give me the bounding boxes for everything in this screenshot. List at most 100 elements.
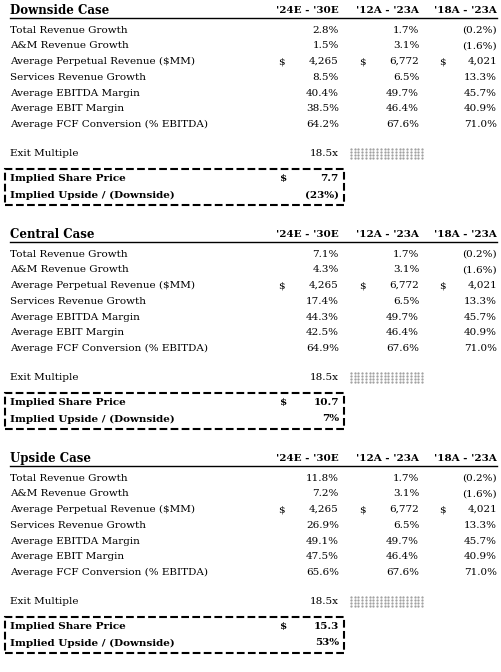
Text: Average EBIT Margin: Average EBIT Margin [10, 329, 124, 337]
Text: 18.5x: 18.5x [309, 149, 338, 158]
Text: $: $ [278, 57, 285, 66]
Text: 64.9%: 64.9% [305, 344, 338, 353]
Text: 13.3%: 13.3% [463, 521, 496, 530]
Text: 4,021: 4,021 [466, 505, 496, 514]
Text: 4,265: 4,265 [309, 281, 338, 290]
Text: 49.7%: 49.7% [385, 312, 418, 322]
Text: Average FCF Conversion (% EBITDA): Average FCF Conversion (% EBITDA) [10, 568, 207, 577]
Text: $: $ [358, 281, 365, 290]
Text: (1.6%): (1.6%) [461, 489, 496, 499]
Text: Exit Multiple: Exit Multiple [10, 373, 78, 382]
Text: 18.5x: 18.5x [309, 373, 338, 382]
Text: 6,772: 6,772 [389, 57, 418, 66]
Text: 40.9%: 40.9% [463, 329, 496, 337]
Text: Average EBITDA Margin: Average EBITDA Margin [10, 537, 140, 546]
Text: 1.5%: 1.5% [312, 42, 338, 50]
Text: Services Revenue Growth: Services Revenue Growth [10, 521, 146, 530]
Text: 7%: 7% [321, 415, 338, 423]
Text: 4,021: 4,021 [466, 57, 496, 66]
Text: 4,265: 4,265 [309, 57, 338, 66]
Text: 45.7%: 45.7% [463, 537, 496, 546]
Text: Implied Upside / (Downside): Implied Upside / (Downside) [10, 190, 174, 200]
Text: 53%: 53% [314, 638, 338, 647]
Text: 45.7%: 45.7% [463, 312, 496, 322]
Text: $: $ [278, 398, 285, 407]
Text: 6.5%: 6.5% [392, 73, 418, 82]
Text: (0.2%): (0.2%) [461, 26, 496, 34]
Text: 6.5%: 6.5% [392, 521, 418, 530]
Text: 26.9%: 26.9% [305, 521, 338, 530]
Text: '18A - '23A: '18A - '23A [433, 454, 496, 463]
Text: 13.3%: 13.3% [463, 297, 496, 306]
Text: Average EBIT Margin: Average EBIT Margin [10, 104, 124, 114]
Text: 17.4%: 17.4% [305, 297, 338, 306]
Text: 67.6%: 67.6% [385, 120, 418, 129]
Text: 3.1%: 3.1% [392, 42, 418, 50]
Text: '24E - '30E: '24E - '30E [276, 230, 338, 239]
Text: Average FCF Conversion (% EBITDA): Average FCF Conversion (% EBITDA) [10, 344, 207, 353]
Text: $: $ [438, 505, 445, 514]
Text: 46.4%: 46.4% [385, 552, 418, 561]
Text: Total Revenue Growth: Total Revenue Growth [10, 474, 127, 482]
Text: Downside Case: Downside Case [10, 4, 109, 17]
Text: 49.1%: 49.1% [305, 537, 338, 546]
Text: 46.4%: 46.4% [385, 329, 418, 337]
Text: $: $ [278, 174, 285, 183]
Text: 47.5%: 47.5% [305, 552, 338, 561]
Text: Implied Share Price: Implied Share Price [10, 174, 126, 183]
Text: 67.6%: 67.6% [385, 344, 418, 353]
Text: 42.5%: 42.5% [305, 329, 338, 337]
Text: 18.5x: 18.5x [309, 597, 338, 606]
Bar [5, 617, 343, 653]
Text: 8.5%: 8.5% [312, 73, 338, 82]
Text: '12A - '23A: '12A - '23A [356, 6, 418, 15]
Text: (1.6%): (1.6%) [461, 265, 496, 274]
Text: 71.0%: 71.0% [463, 344, 496, 353]
Text: Upside Case: Upside Case [10, 452, 91, 465]
Text: 71.0%: 71.0% [463, 568, 496, 577]
Text: Central Case: Central Case [10, 228, 94, 241]
Text: Average EBITDA Margin: Average EBITDA Margin [10, 312, 140, 322]
Text: 40.9%: 40.9% [463, 104, 496, 114]
Text: $: $ [438, 57, 445, 66]
Text: Exit Multiple: Exit Multiple [10, 597, 78, 606]
Bar [5, 169, 343, 204]
Text: (0.2%): (0.2%) [461, 474, 496, 482]
Text: '12A - '23A: '12A - '23A [356, 454, 418, 463]
Text: $: $ [278, 281, 285, 290]
Text: Exit Multiple: Exit Multiple [10, 149, 78, 158]
Text: '24E - '30E: '24E - '30E [276, 6, 338, 15]
Text: Total Revenue Growth: Total Revenue Growth [10, 249, 127, 259]
Text: Average EBIT Margin: Average EBIT Margin [10, 552, 124, 561]
Text: A&M Revenue Growth: A&M Revenue Growth [10, 42, 129, 50]
Text: 65.6%: 65.6% [305, 568, 338, 577]
Text: 49.7%: 49.7% [385, 537, 418, 546]
Text: Implied Share Price: Implied Share Price [10, 398, 126, 407]
Text: Average Perpetual Revenue ($MM): Average Perpetual Revenue ($MM) [10, 505, 195, 514]
Text: Services Revenue Growth: Services Revenue Growth [10, 73, 146, 82]
Text: 7.2%: 7.2% [312, 489, 338, 499]
Text: 4.3%: 4.3% [312, 265, 338, 274]
Text: 40.9%: 40.9% [463, 552, 496, 561]
Text: '12A - '23A: '12A - '23A [356, 230, 418, 239]
Text: Services Revenue Growth: Services Revenue Growth [10, 297, 146, 306]
Text: 6.5%: 6.5% [392, 297, 418, 306]
Text: Implied Share Price: Implied Share Price [10, 622, 126, 631]
Text: A&M Revenue Growth: A&M Revenue Growth [10, 265, 129, 274]
Text: 4,265: 4,265 [309, 505, 338, 514]
Text: 15.3: 15.3 [313, 622, 338, 631]
Text: 40.4%: 40.4% [305, 89, 338, 97]
Text: '18A - '23A: '18A - '23A [433, 6, 496, 15]
Text: Average Perpetual Revenue ($MM): Average Perpetual Revenue ($MM) [10, 57, 195, 66]
Text: 4,021: 4,021 [466, 281, 496, 290]
Text: Average FCF Conversion (% EBITDA): Average FCF Conversion (% EBITDA) [10, 120, 207, 129]
Text: 6,772: 6,772 [389, 281, 418, 290]
Text: 44.3%: 44.3% [305, 312, 338, 322]
Text: (0.2%): (0.2%) [461, 249, 496, 259]
Text: 3.1%: 3.1% [392, 265, 418, 274]
Text: 11.8%: 11.8% [305, 474, 338, 482]
Text: Average Perpetual Revenue ($MM): Average Perpetual Revenue ($MM) [10, 281, 195, 290]
Text: $: $ [358, 57, 365, 66]
Text: $: $ [278, 505, 285, 514]
Text: '24E - '30E: '24E - '30E [276, 454, 338, 463]
